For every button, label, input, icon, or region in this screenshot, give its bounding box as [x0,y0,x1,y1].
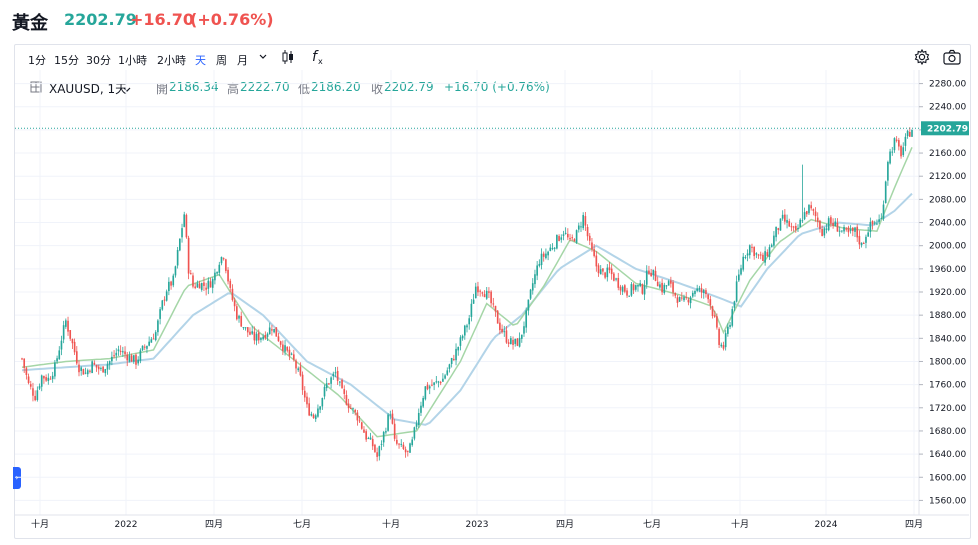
interval-2h-button[interactable]: 2小時 [157,54,186,67]
legend-open-label: 開 [156,82,169,96]
legend-low-label: 低 [298,82,311,96]
interval-week-button[interactable]: 周 [216,54,227,67]
legend-symbol[interactable]: XAUUSD, 1天 [49,82,128,96]
interval-day-button[interactable]: 天 [195,54,206,67]
symbol-title: 黃金 [12,13,48,34]
side-panel-toggle[interactable]: › [13,467,21,489]
legend-close: 2202.79 [384,80,434,94]
camera-icon[interactable] [942,48,962,69]
interval-1m-button[interactable]: 1分 [28,54,46,67]
symbol-header: 黃金 2202.79 +16.70 (+0.76%) [0,0,978,40]
svg-text:x: x [318,57,323,66]
legend-close-label: 收 [371,82,384,96]
symbol-grid-icon[interactable] [30,81,42,96]
chart-widget-frame [14,44,971,539]
legend-high: 2222.70 [240,80,290,94]
legend-high-label: 高 [227,82,240,96]
price-change-percent: (+0.76%) [190,10,274,29]
svg-text:f: f [312,49,319,65]
price-change: +16.70 [130,10,195,29]
interval-month-button[interactable]: 月 [237,54,248,67]
interval-15m-button[interactable]: 15分 [54,54,79,67]
legend-change: +16.70 (+0.76%) [444,80,550,94]
interval-30m-button[interactable]: 30分 [86,54,111,67]
legend-chevron-icon[interactable] [123,83,131,97]
chevron-down-icon[interactable] [258,50,268,67]
last-price: 2202.79 [64,10,137,29]
interval-1h-button[interactable]: 1小時 [118,54,147,67]
legend-low: 2186.20 [311,80,361,94]
candlestick-icon[interactable] [281,48,295,69]
legend-open: 2186.34 [169,80,219,94]
gear-icon[interactable] [913,48,931,69]
